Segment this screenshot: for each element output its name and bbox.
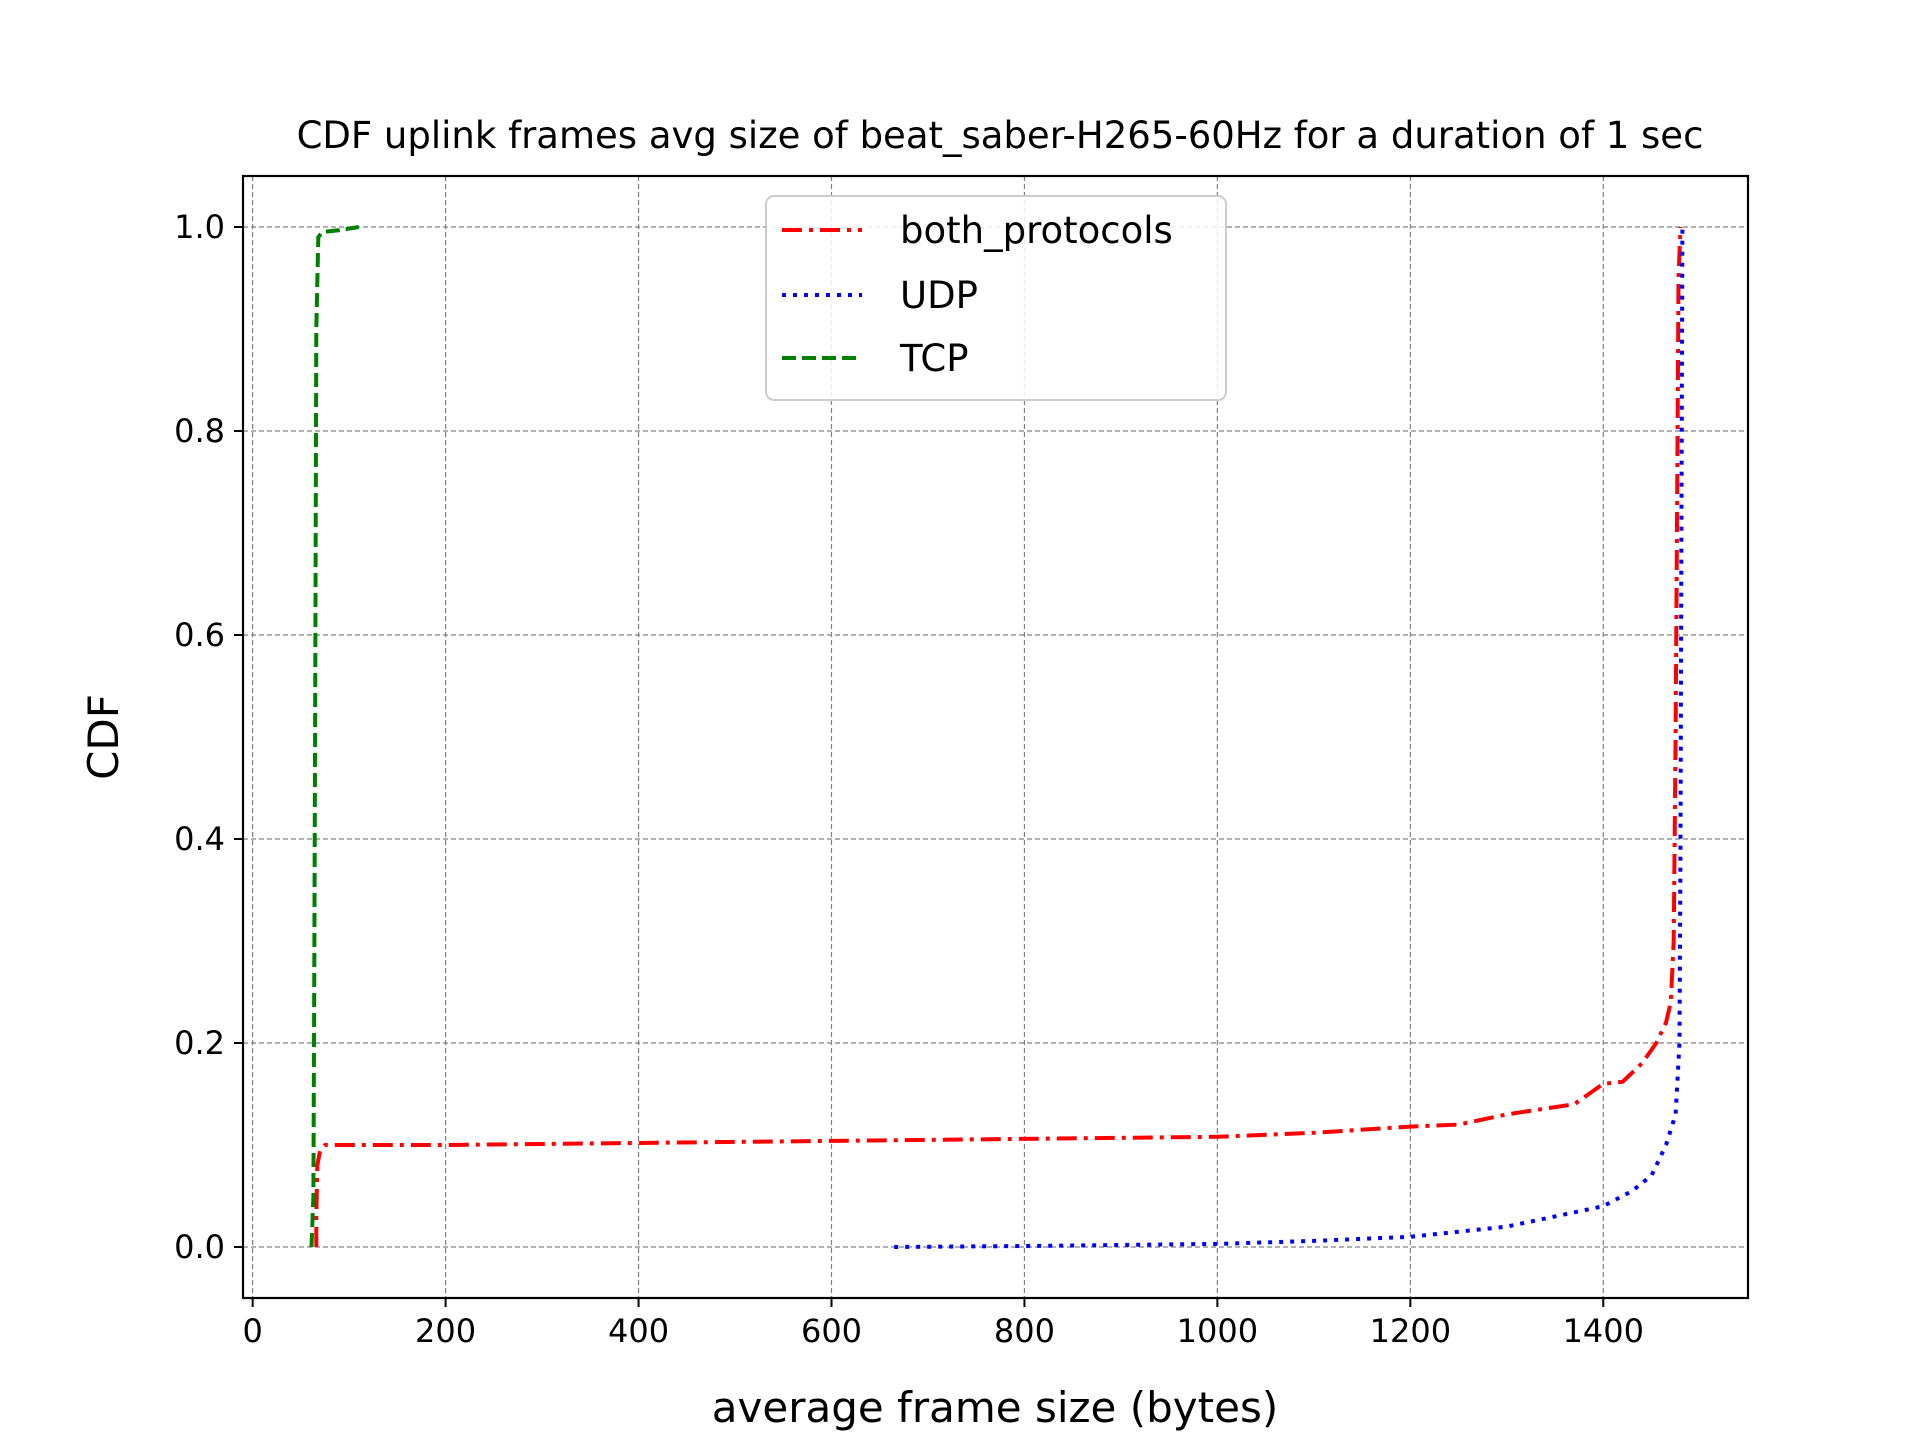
legend-label: TCP	[899, 337, 969, 380]
y-tick-label: 1.0	[174, 208, 225, 246]
legend: both_protocols UDP TCP	[765, 195, 1227, 401]
x-tick-label: 1000	[1177, 1312, 1258, 1350]
y-tick-label: 0.8	[174, 412, 225, 450]
axis-ticks: 0 200 400 600 800 1000 1200 1400 0.0 0.2 0.4 0.6 0.8…	[174, 208, 1644, 1350]
legend-label: both_protocols	[900, 209, 1173, 252]
y-tick-label: 0.2	[174, 1024, 225, 1062]
series-line-both-protocols	[314, 226, 1683, 1247]
legend-box	[765, 195, 1227, 401]
x-tick-label: 400	[608, 1312, 669, 1350]
series-lines	[309, 225, 1685, 1249]
y-tick-label: 0.6	[174, 616, 225, 654]
series-line-udp	[894, 226, 1685, 1249]
legend-label: UDP	[900, 274, 978, 317]
x-tick-label: 1400	[1563, 1312, 1644, 1350]
series-line-tcp	[309, 225, 360, 1248]
y-axis-title: CDF	[79, 694, 128, 780]
y-tick-label: 0.4	[174, 820, 225, 858]
x-tick-label: 0	[242, 1312, 262, 1350]
x-tick-label: 800	[994, 1312, 1055, 1350]
x-tick-label: 600	[801, 1312, 862, 1350]
chart-title: CDF uplink frames avg size of beat_saber…	[297, 114, 1704, 157]
y-tick-label: 0.0	[174, 1228, 225, 1266]
x-axis-title: average frame size (bytes)	[712, 1383, 1278, 1432]
plot-frame	[241, 174, 1750, 1300]
x-tick-label: 1200	[1370, 1312, 1451, 1350]
x-tick-label: 200	[415, 1312, 476, 1350]
